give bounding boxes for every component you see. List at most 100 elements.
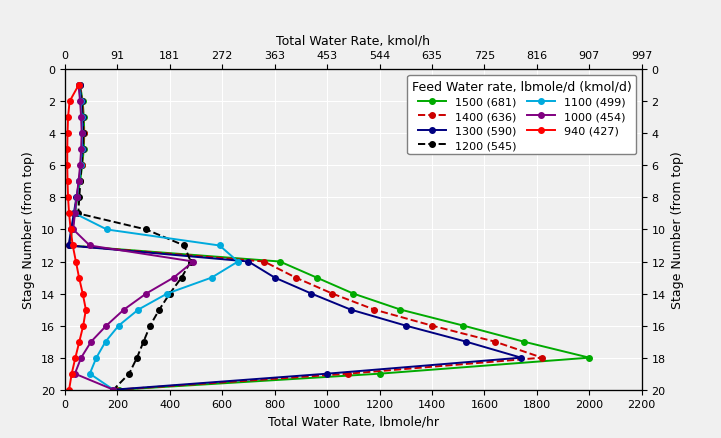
940 (427) — [71, 355, 80, 360]
1200 (545) — [79, 131, 87, 137]
1300 (590) — [307, 291, 316, 297]
1500 (681) — [79, 147, 88, 153]
1300 (590) — [75, 180, 84, 185]
X-axis label: Total Water Rate, kmol/h: Total Water Rate, kmol/h — [276, 35, 430, 48]
1100 (499) — [75, 84, 84, 89]
1500 (681) — [71, 212, 79, 217]
1500 (681) — [73, 195, 81, 201]
1000 (454) — [189, 259, 198, 265]
1100 (499) — [109, 387, 118, 392]
1500 (681) — [76, 180, 84, 185]
1500 (681) — [79, 116, 88, 121]
1000 (454) — [71, 371, 79, 377]
1000 (454) — [120, 307, 128, 313]
1500 (681) — [78, 163, 87, 169]
1100 (499) — [134, 307, 143, 313]
940 (427) — [81, 307, 90, 313]
1000 (454) — [109, 387, 118, 392]
1100 (499) — [75, 180, 84, 185]
940 (427) — [74, 84, 83, 89]
1400 (636) — [79, 116, 87, 121]
1100 (499) — [86, 371, 94, 377]
1000 (454) — [169, 276, 178, 281]
1200 (545) — [146, 323, 154, 328]
1000 (454) — [77, 355, 86, 360]
1300 (590) — [79, 147, 87, 153]
1100 (499) — [73, 195, 81, 201]
1500 (681) — [375, 371, 384, 377]
1300 (590) — [67, 227, 76, 233]
1200 (545) — [75, 84, 84, 89]
1400 (636) — [538, 355, 547, 360]
1200 (545) — [187, 259, 195, 265]
1500 (681) — [115, 387, 123, 392]
940 (427) — [79, 291, 87, 297]
1200 (545) — [142, 227, 151, 233]
1500 (681) — [312, 276, 321, 281]
1100 (499) — [101, 339, 110, 345]
1500 (681) — [76, 84, 84, 89]
1100 (499) — [77, 147, 86, 153]
1100 (499) — [78, 131, 87, 137]
1200 (545) — [75, 195, 84, 201]
1500 (681) — [349, 291, 358, 297]
940 (427) — [63, 163, 71, 169]
1400 (636) — [65, 244, 74, 249]
940 (427) — [65, 387, 74, 392]
1000 (454) — [87, 339, 95, 345]
1400 (636) — [112, 387, 120, 392]
1100 (499) — [208, 276, 216, 281]
1100 (499) — [71, 212, 79, 217]
940 (427) — [63, 147, 71, 153]
1500 (681) — [585, 355, 593, 360]
1500 (681) — [68, 227, 76, 233]
940 (427) — [66, 99, 74, 105]
1400 (636) — [70, 212, 79, 217]
1100 (499) — [77, 116, 86, 121]
1300 (590) — [77, 163, 86, 169]
1300 (590) — [64, 244, 73, 249]
1200 (545) — [165, 291, 174, 297]
1300 (590) — [75, 84, 84, 89]
1400 (636) — [76, 84, 84, 89]
1100 (499) — [102, 227, 111, 233]
1400 (636) — [67, 227, 76, 233]
1200 (545) — [78, 116, 87, 121]
1000 (454) — [142, 291, 151, 297]
940 (427) — [63, 131, 72, 137]
1400 (636) — [490, 339, 499, 345]
Line: 1000 (454): 1000 (454) — [71, 83, 196, 392]
1400 (636) — [370, 307, 379, 313]
1000 (454) — [69, 227, 78, 233]
1500 (681) — [396, 307, 404, 313]
1300 (590) — [517, 355, 526, 360]
1200 (545) — [109, 387, 118, 392]
1500 (681) — [275, 259, 284, 265]
1300 (590) — [244, 259, 253, 265]
1000 (454) — [71, 212, 79, 217]
X-axis label: Total Water Rate, lbmole/hr: Total Water Rate, lbmole/hr — [267, 415, 439, 428]
1300 (590) — [109, 387, 118, 392]
1400 (636) — [79, 147, 87, 153]
940 (427) — [63, 195, 72, 201]
1200 (545) — [139, 339, 148, 345]
1000 (454) — [74, 180, 83, 185]
1200 (545) — [155, 307, 164, 313]
940 (427) — [75, 339, 84, 345]
1200 (545) — [77, 99, 86, 105]
1000 (454) — [102, 323, 110, 328]
940 (427) — [75, 276, 84, 281]
1200 (545) — [125, 371, 133, 377]
Y-axis label: Stage Number (from top): Stage Number (from top) — [671, 151, 684, 309]
1100 (499) — [92, 355, 101, 360]
1200 (545) — [78, 147, 87, 153]
1300 (590) — [72, 195, 81, 201]
1500 (681) — [459, 323, 468, 328]
1000 (454) — [74, 84, 83, 89]
1000 (454) — [72, 195, 81, 201]
1100 (499) — [76, 99, 85, 105]
1100 (499) — [216, 244, 224, 249]
1200 (545) — [133, 355, 141, 360]
1100 (499) — [115, 323, 123, 328]
1400 (636) — [75, 180, 84, 185]
